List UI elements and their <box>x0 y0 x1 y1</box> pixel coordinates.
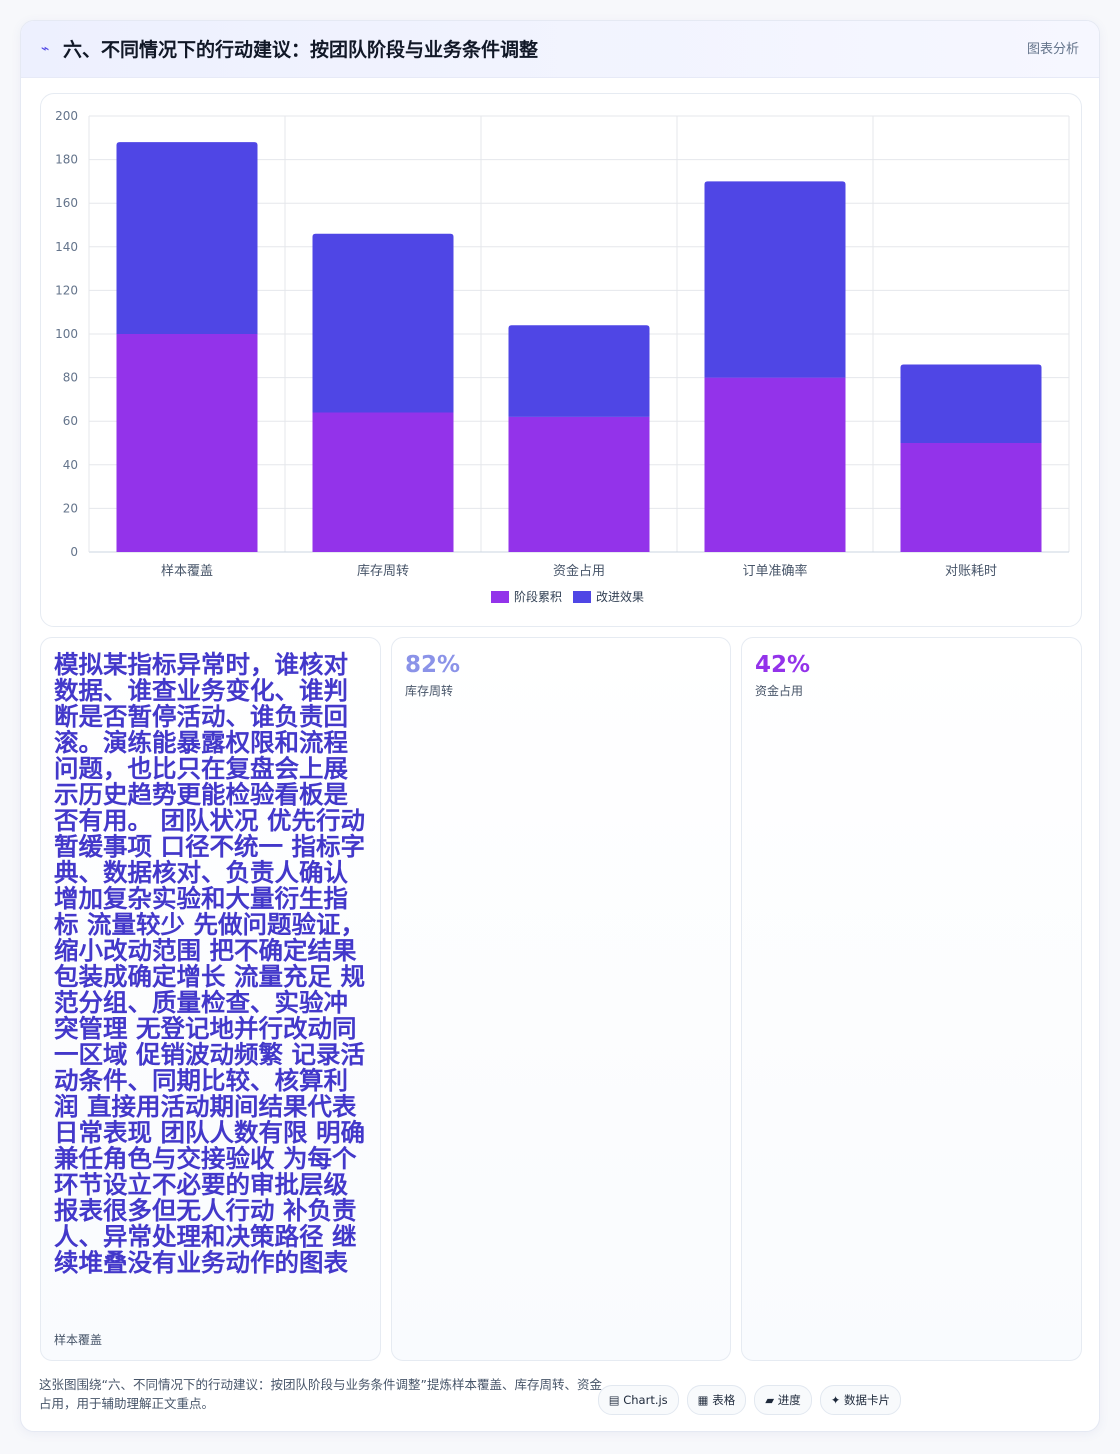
stat-label: 库存周转 <box>405 684 454 698</box>
y-tick-label: 140 <box>55 240 78 254</box>
x-tick-label: 对账耗时 <box>945 564 997 579</box>
chip-table[interactable]: ▦ 表格 <box>686 1385 747 1415</box>
card-label: 样本覆盖 <box>54 1333 103 1347</box>
trend-line-icon: ⌁ <box>41 41 50 57</box>
bar-segment <box>116 334 258 552</box>
y-tick-label: 40 <box>63 458 78 472</box>
chip-progress[interactable]: ▰ 进度 <box>754 1385 812 1415</box>
y-tick-label: 60 <box>63 414 78 428</box>
stat-value: 82% <box>405 652 461 678</box>
y-tick-label: 80 <box>63 371 78 385</box>
y-tick-label: 0 <box>70 545 78 559</box>
legend-swatch <box>573 591 591 603</box>
bar-segment <box>312 233 454 413</box>
panel-header: ⌁ 六、不同情况下的行动建议：按团队阶段与业务条件调整 图表分析 <box>21 21 1099 78</box>
legend-label: 阶段累积 <box>514 589 562 604</box>
y-tick-label: 200 <box>55 109 78 123</box>
x-tick-label: 订单准确率 <box>742 563 807 579</box>
figure-panel: ⌁ 六、不同情况下的行动建议：按团队阶段与业务条件调整 图表分析 0 20 40 60… <box>20 20 1100 1432</box>
text-card: 模拟某指标异常时，谁核对数据、谁查业务变化、谁判断是否暂停活动、谁负责回滚。演练… <box>40 637 381 1361</box>
legend-swatch <box>491 591 509 603</box>
tag-chips: ▤ Chart.js ▦ 表格 ▰ 进度 ✦ 数据卡片 <box>597 1385 901 1415</box>
y-tick-label: 160 <box>55 196 78 210</box>
stat-card-inventory: 82% 库存周转 <box>391 637 731 1361</box>
page-title: 六、不同情况下的行动建议：按团队阶段与业务条件调整 <box>63 39 539 61</box>
x-tick-label: 库存周转 <box>357 563 409 579</box>
bar-segment <box>900 443 1042 552</box>
y-tick-label: 100 <box>55 327 78 341</box>
bar-segment <box>900 364 1042 443</box>
y-tick-label: 180 <box>55 153 78 167</box>
stat-label: 资金占用 <box>755 684 804 698</box>
bar-segment <box>508 325 650 417</box>
legend-label: 改进效果 <box>596 589 644 604</box>
bar-segment <box>704 181 846 378</box>
bar-segment <box>312 412 454 552</box>
header-tag: 图表分析 <box>1026 42 1079 57</box>
bar-segment <box>508 416 650 552</box>
y-tick-label: 20 <box>63 501 78 515</box>
bar-segment <box>704 377 846 552</box>
card-body-text: 模拟某指标异常时，谁核对数据、谁查业务变化、谁判断是否暂停活动、谁负责回滚。演练… <box>54 650 366 1277</box>
stat-value: 42% <box>755 652 811 678</box>
stacked-bar-chart: 0 20 40 60 80 100 120 140 160 180 200 样本覆盖 库存周转 资金占用 订… <box>55 109 1070 604</box>
bar-segment <box>116 142 258 334</box>
chart-card: 0 20 40 60 80 100 120 140 160 180 200 样本覆盖 库存周转 资金占用 订… <box>40 93 1082 627</box>
x-tick-label: 样本覆盖 <box>161 564 213 579</box>
chip-chartjs[interactable]: ▤ Chart.js <box>597 1385 679 1415</box>
footer-note: 这张图围绕“六、不同情况下的行动建议：按团队阶段与业务条件调整”提炼样本覆盖、库… <box>39 1377 602 1411</box>
chip-data-card[interactable]: ✦ 数据卡片 <box>819 1385 901 1415</box>
y-tick-label: 120 <box>55 283 78 297</box>
stat-card-capital: 42% 资金占用 <box>741 637 1082 1361</box>
x-tick-label: 资金占用 <box>553 563 605 579</box>
